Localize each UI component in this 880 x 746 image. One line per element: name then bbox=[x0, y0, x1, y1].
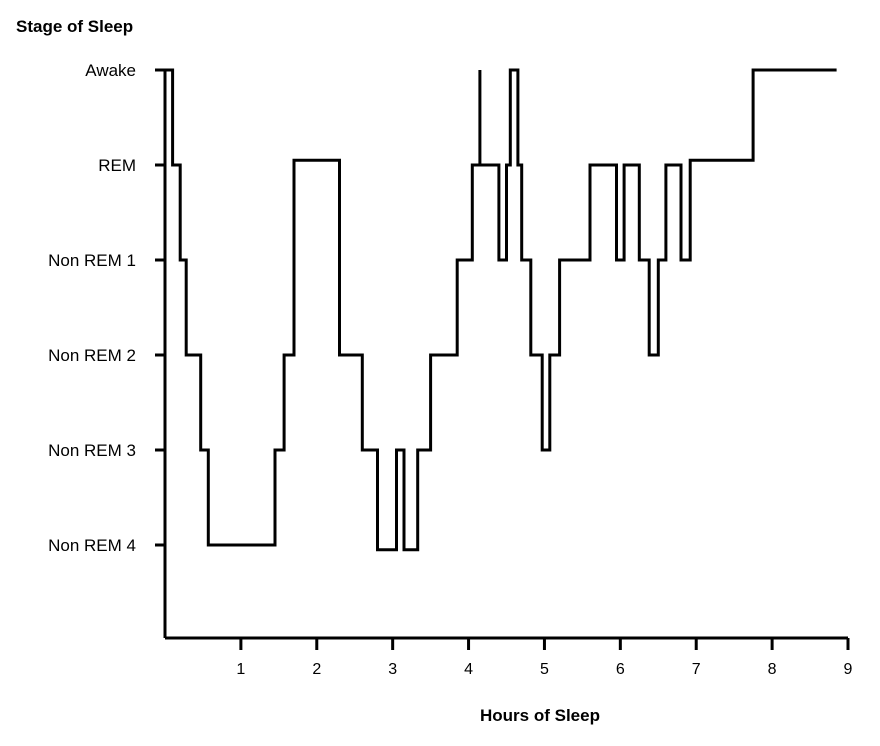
x-tick-label: 5 bbox=[540, 661, 549, 678]
x-tick-label: 8 bbox=[768, 661, 777, 678]
y-tick-label: Awake bbox=[85, 61, 136, 80]
x-axis-ticks: 1 2 3 4 5 6 7 8 9 bbox=[236, 638, 853, 678]
x-tick-label: 4 bbox=[464, 661, 473, 678]
x-tick-label: 9 bbox=[844, 661, 853, 678]
sleep-stage-line bbox=[165, 68, 837, 552]
y-tick-label: Non REM 1 bbox=[48, 251, 136, 270]
x-tick-label: 6 bbox=[616, 661, 625, 678]
x-tick-label: 1 bbox=[236, 661, 245, 678]
x-tick-label: 3 bbox=[388, 661, 397, 678]
y-tick-label: Non REM 3 bbox=[48, 441, 136, 460]
series-layer bbox=[165, 68, 837, 552]
x-axis-title: Hours of Sleep bbox=[480, 706, 600, 725]
y-tick-label: Non REM 4 bbox=[48, 536, 136, 555]
x-tick-label: 2 bbox=[312, 661, 321, 678]
y-axis-title: Stage of Sleep bbox=[16, 17, 133, 36]
y-tick-label: Non REM 2 bbox=[48, 346, 136, 365]
x-tick-label: 7 bbox=[692, 661, 701, 678]
y-tick-label: REM bbox=[98, 156, 136, 175]
y-axis-ticks: Non REM 4 Non REM 3 Non REM 2 Non REM 1 REM A… bbox=[48, 61, 165, 555]
